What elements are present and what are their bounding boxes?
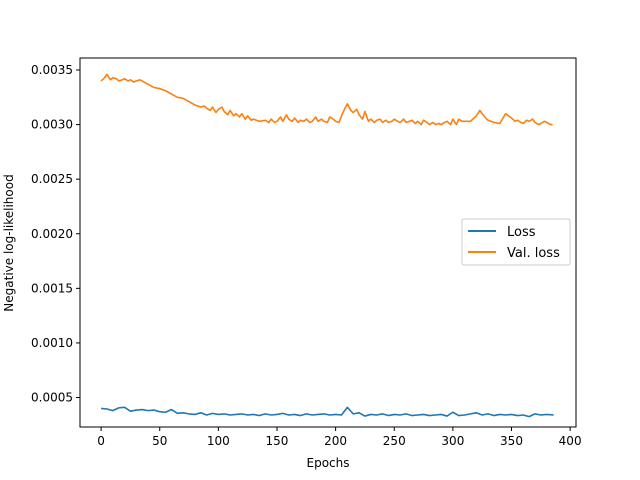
y-tick-label: 0.0025 <box>31 172 73 186</box>
val-loss-series-line <box>100 73 553 126</box>
x-tick-label: 350 <box>500 434 523 448</box>
y-tick-label: 0.0015 <box>31 281 73 295</box>
y-tick-label: 0.0005 <box>31 391 73 405</box>
x-tick-label: 400 <box>559 434 582 448</box>
legend: Loss Val. loss <box>461 218 571 266</box>
loss-series-line <box>101 406 554 418</box>
legend-label-loss: Loss <box>507 225 536 240</box>
y-axis-label: Negative log-likelihood <box>2 174 16 311</box>
series-layer <box>100 73 554 418</box>
x-tick-label: 200 <box>324 434 347 448</box>
x-tick-label: 0 <box>97 434 105 448</box>
y-tick-label: 0.0035 <box>31 63 73 77</box>
x-tick-label: 100 <box>207 434 230 448</box>
axes-frame <box>79 57 577 428</box>
x-tick-label: 250 <box>383 434 406 448</box>
y-tick-label: 0.0020 <box>31 227 73 241</box>
tick-layer: 0 50 100 150 200 250 300 350 400 0.0005 0.0010 0.00… <box>31 63 582 448</box>
y-tick-label: 0.0010 <box>31 336 73 350</box>
x-tick-label: 150 <box>266 434 289 448</box>
legend-label-val-loss: Val. loss <box>507 246 560 261</box>
x-tick-label: 300 <box>441 434 464 448</box>
y-tick-label: 0.0030 <box>31 118 73 132</box>
x-tick-label: 50 <box>152 434 167 448</box>
x-axis-label: Epochs <box>307 456 350 470</box>
